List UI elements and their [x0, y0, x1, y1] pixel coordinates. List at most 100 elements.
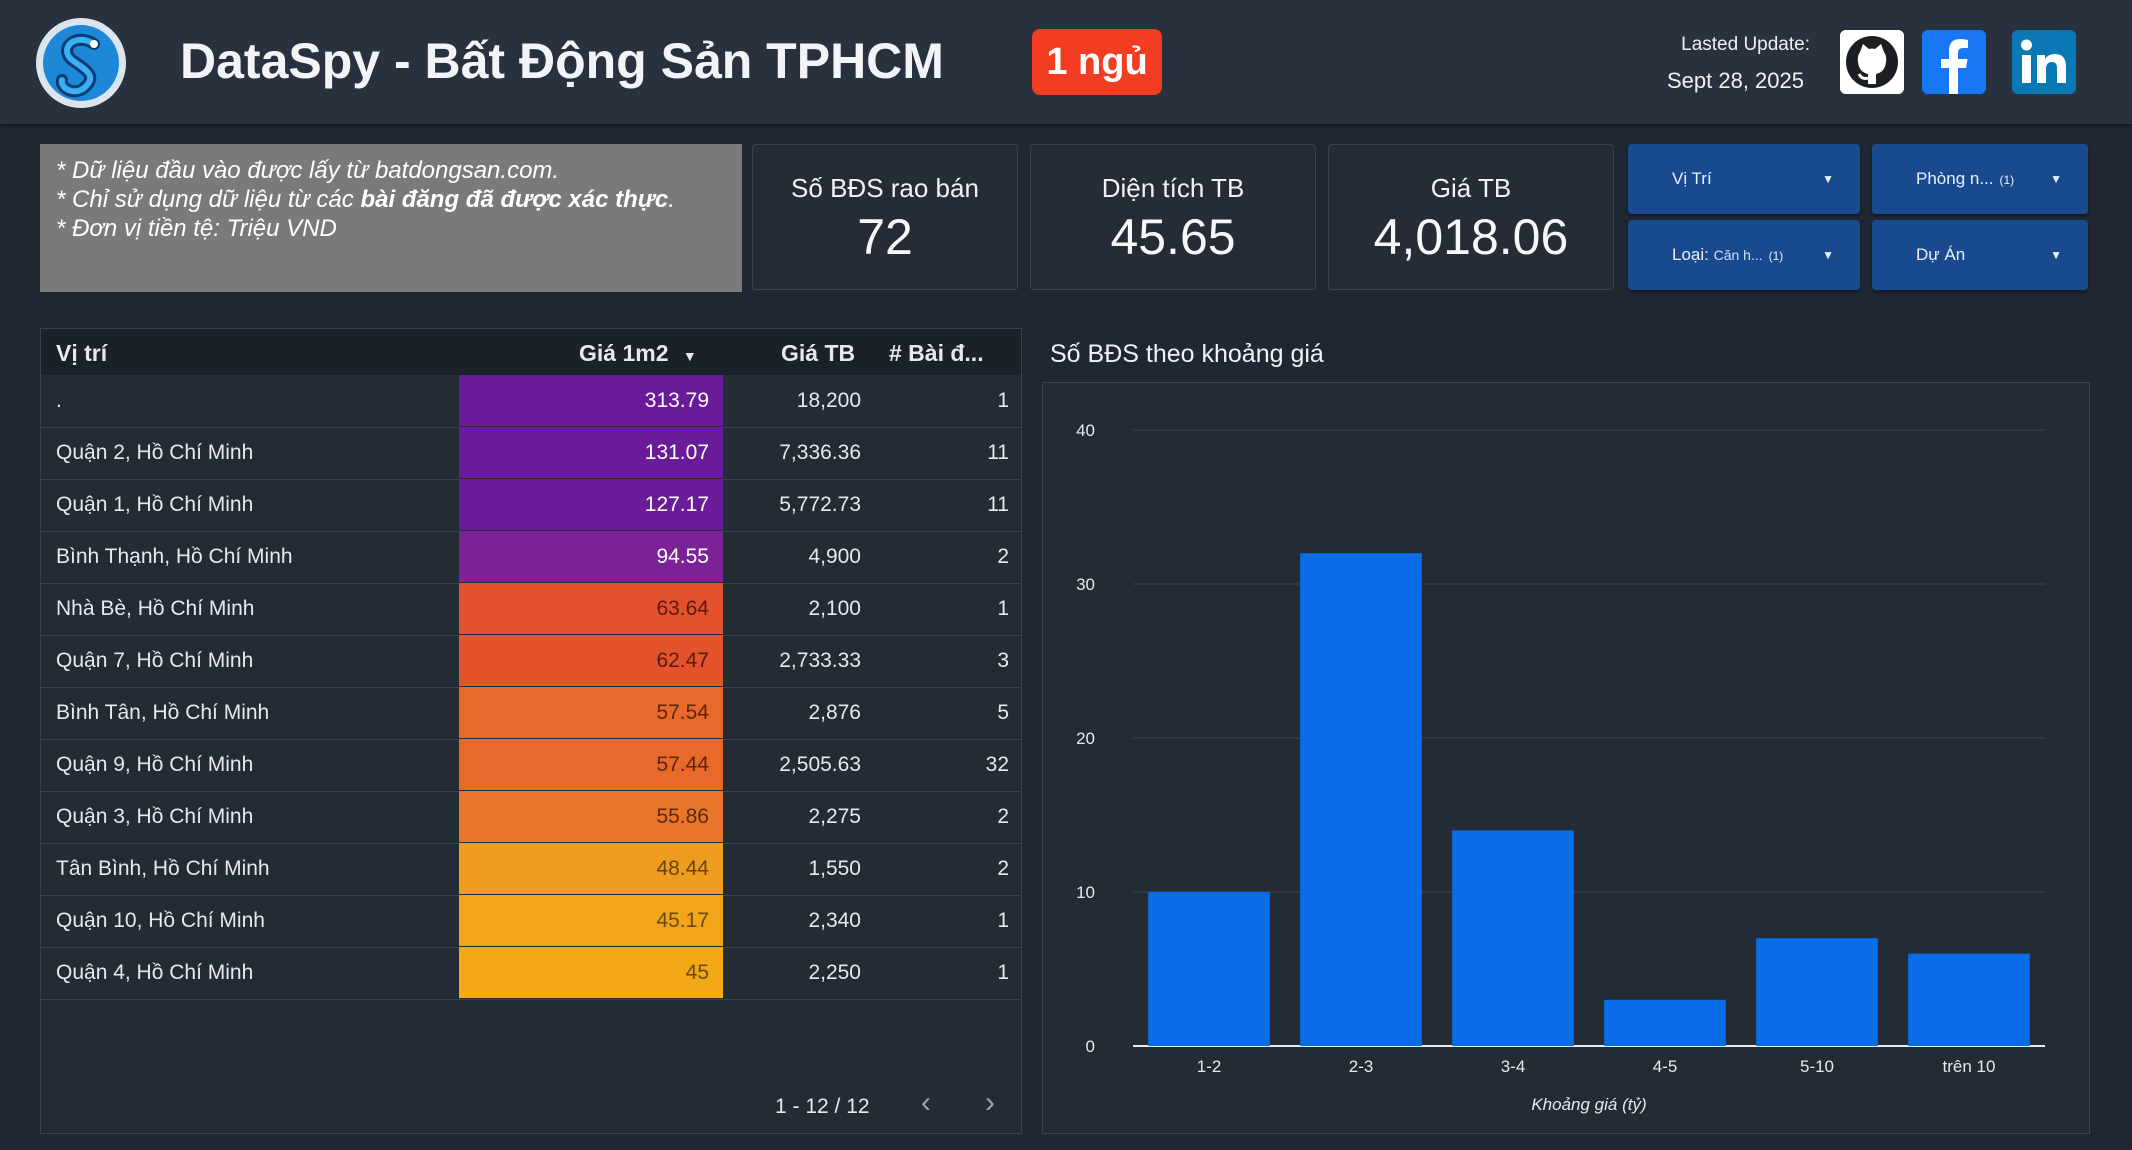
cell-avg-price: 7,336.36	[779, 441, 861, 464]
facebook-icon[interactable]	[1922, 30, 1986, 94]
x-tick-label: 1-2	[1197, 1057, 1222, 1076]
y-tick-label: 30	[1076, 575, 1095, 594]
filter-project-label: Dự Án	[1916, 245, 1966, 264]
cell-price-m2-heat: 45	[459, 947, 723, 998]
table-row[interactable]: Quận 9, Hồ Chí Minh 57.44 2,505.63 32	[41, 739, 1021, 792]
cell-avg-price: 4,900	[808, 545, 861, 568]
dataspy-logo	[36, 18, 126, 108]
header-location[interactable]: Vị trí	[56, 340, 108, 366]
cell-price-m2: 94.55	[656, 545, 709, 568]
x-tick-label: 5-10	[1800, 1057, 1834, 1076]
sort-desc-icon: ▼	[682, 348, 697, 364]
table-row[interactable]: . 313.79 18,200 1	[41, 375, 1021, 428]
cell-price-m2-heat: 127.17	[459, 479, 723, 530]
x-tick-label: 3-4	[1501, 1057, 1526, 1076]
cell-avg-price: 2,505.63	[779, 753, 861, 776]
filter-location-label: Vị Trí	[1672, 169, 1712, 188]
note-source: * Dữ liệu đầu vào được lấy từ batdongsan…	[56, 157, 560, 184]
kpi-listing-count-label: Số BĐS rao bán	[791, 173, 979, 203]
x-tick-label: trên 10	[1943, 1057, 1996, 1076]
cell-price-m2: 57.44	[656, 753, 709, 776]
table-row[interactable]: Quận 4, Hồ Chí Minh 45 2,250 1	[41, 947, 1021, 1000]
filter-type-value: Căn h...	[1713, 247, 1763, 263]
chevron-down-icon: ▼	[1822, 172, 1834, 186]
cell-location: Bình Tân, Hồ Chí Minh	[56, 701, 270, 724]
header-price-m2[interactable]: Giá 1m2 ▼	[579, 340, 697, 367]
x-axis-title: Khoảng giá (tỷ)	[1531, 1095, 1646, 1114]
cell-price-m2-heat: 45.17	[459, 895, 723, 946]
last-update-date: Sept 28, 2025	[1666, 68, 1804, 93]
cell-location: Quận 7, Hồ Chí Minh	[56, 649, 254, 672]
x-tick-label: 2-3	[1349, 1057, 1374, 1076]
cell-avg-price: 2,733.33	[779, 649, 861, 672]
note-verified: * Chỉ sử dụng dữ liệu từ các bài đăng đã…	[56, 186, 675, 213]
cell-location: Quận 9, Hồ Chí Minh	[56, 753, 254, 776]
app-title: DataSpy - Bất Động Sản TPHCM	[180, 33, 944, 89]
cell-avg-price: 2,876	[808, 701, 861, 724]
cell-location: Tân Bình, Hồ Chí Minh	[56, 857, 270, 880]
table-row[interactable]: Tân Bình, Hồ Chí Minh 48.44 1,550 2	[41, 843, 1021, 896]
price-range-chart: 0 10 20 30 40 1-2 2-3 3-4 4-5 5-10 trên 10 Khoảng g…	[1042, 382, 2090, 1134]
chevron-down-icon: ▼	[2050, 248, 2062, 262]
cell-price-m2: 57.54	[656, 701, 709, 724]
cell-avg-price: 2,250	[808, 961, 861, 984]
data-notes: * Dữ liệu đầu vào được lấy từ batdongsan…	[40, 144, 742, 292]
prev-page-button[interactable]: ‹	[921, 1086, 931, 1119]
header-posts[interactable]: # Bài đ...	[889, 340, 984, 366]
cell-avg-price: 2,340	[808, 909, 861, 932]
table-row[interactable]: Quận 3, Hồ Chí Minh 55.86 2,275 2	[41, 791, 1021, 844]
cell-location: Bình Thạnh, Hồ Chí Minh	[56, 545, 293, 568]
next-page-button[interactable]: ›	[985, 1086, 995, 1119]
chart-title: Số BĐS theo khoảng giá	[1050, 340, 1324, 368]
table-row[interactable]: Nhà Bè, Hồ Chí Minh 63.64 2,100 1	[41, 583, 1021, 636]
cell-price-m2-heat: 131.07	[459, 427, 723, 478]
filter-type-dropdown[interactable]: Loại: Căn h... (1) ▼	[1628, 220, 1860, 290]
bar	[1756, 938, 1878, 1046]
y-tick-label: 40	[1076, 421, 1095, 440]
table-row[interactable]: Quận 10, Hồ Chí Minh 45.17 2,340 1	[41, 895, 1021, 948]
cell-location: Quận 10, Hồ Chí Minh	[56, 909, 265, 932]
filter-rooms-dropdown[interactable]: Phòng n... (1) ▼	[1872, 144, 2088, 214]
location-price-table: Vị trí Giá 1m2 ▼ Giá TB # Bài đ... . 313.…	[40, 328, 1022, 1134]
cell-price-m2: 45	[685, 961, 709, 984]
header-avg-price[interactable]: Giá TB	[781, 340, 856, 366]
cell-post-count: 11	[987, 493, 1009, 516]
kpi-avg-price-value: 4,018.06	[1373, 209, 1569, 265]
header-bar: DataSpy - Bất Động Sản TPHCM 1 ngủ Laste…	[0, 0, 2132, 124]
filter-project-dropdown[interactable]: Dự Án ▼	[1872, 220, 2088, 290]
cell-price-m2: 55.86	[656, 805, 709, 828]
table-row[interactable]: Quận 7, Hồ Chí Minh 62.47 2,733.33 3	[41, 635, 1021, 688]
kpi-listing-count-value: 72	[857, 209, 913, 265]
cell-post-count: 11	[987, 441, 1009, 464]
linkedin-icon[interactable]	[2012, 30, 2076, 94]
cell-avg-price: 1,550	[808, 857, 861, 880]
cell-post-count: 3	[997, 649, 1009, 672]
kpi-avg-price: Giá TB 4,018.06	[1328, 144, 1614, 290]
kpi-listing-count: Số BĐS rao bán 72	[752, 144, 1018, 290]
github-icon[interactable]	[1840, 30, 1904, 94]
cell-avg-price: 5,772.73	[779, 493, 861, 516]
chevron-down-icon: ▼	[1822, 248, 1834, 262]
cell-price-m2-heat: 55.86	[459, 791, 723, 842]
table-header: Vị trí Giá 1m2 ▼ Giá TB # Bài đ...	[41, 329, 1021, 375]
cell-price-m2-heat: 94.55	[459, 531, 723, 582]
table-row[interactable]: Bình Thạnh, Hồ Chí Minh 94.55 4,900 2	[41, 531, 1021, 584]
cell-price-m2: 63.64	[656, 597, 709, 620]
cell-post-count: 2	[997, 545, 1009, 568]
filter-rooms-text: Phòng n... (1)	[1916, 169, 2042, 189]
cell-price-m2: 62.47	[656, 649, 709, 672]
cell-avg-price: 2,275	[808, 805, 861, 828]
table-row[interactable]: Quận 2, Hồ Chí Minh 131.07 7,336.36 11	[41, 427, 1021, 480]
kpi-avg-area-label: Diện tích TB	[1101, 173, 1245, 203]
cell-post-count: 2	[997, 805, 1009, 828]
filter-location-dropdown[interactable]: Vị Trí ▼	[1628, 144, 1860, 214]
table-row[interactable]: Bình Tân, Hồ Chí Minh 57.54 2,876 5	[41, 687, 1021, 740]
cell-price-m2: 127.17	[644, 493, 709, 516]
header-price-m2-label: Giá 1m2	[579, 340, 669, 366]
cell-price-m2: 48.44	[656, 857, 709, 880]
cell-price-m2-heat: 313.79	[459, 375, 723, 426]
cell-post-count: 1	[997, 597, 1009, 620]
last-update-label: Lasted Update:	[1681, 34, 1810, 55]
chevron-down-icon: ▼	[2050, 172, 2062, 186]
table-row[interactable]: Quận 1, Hồ Chí Minh 127.17 5,772.73 11	[41, 479, 1021, 532]
